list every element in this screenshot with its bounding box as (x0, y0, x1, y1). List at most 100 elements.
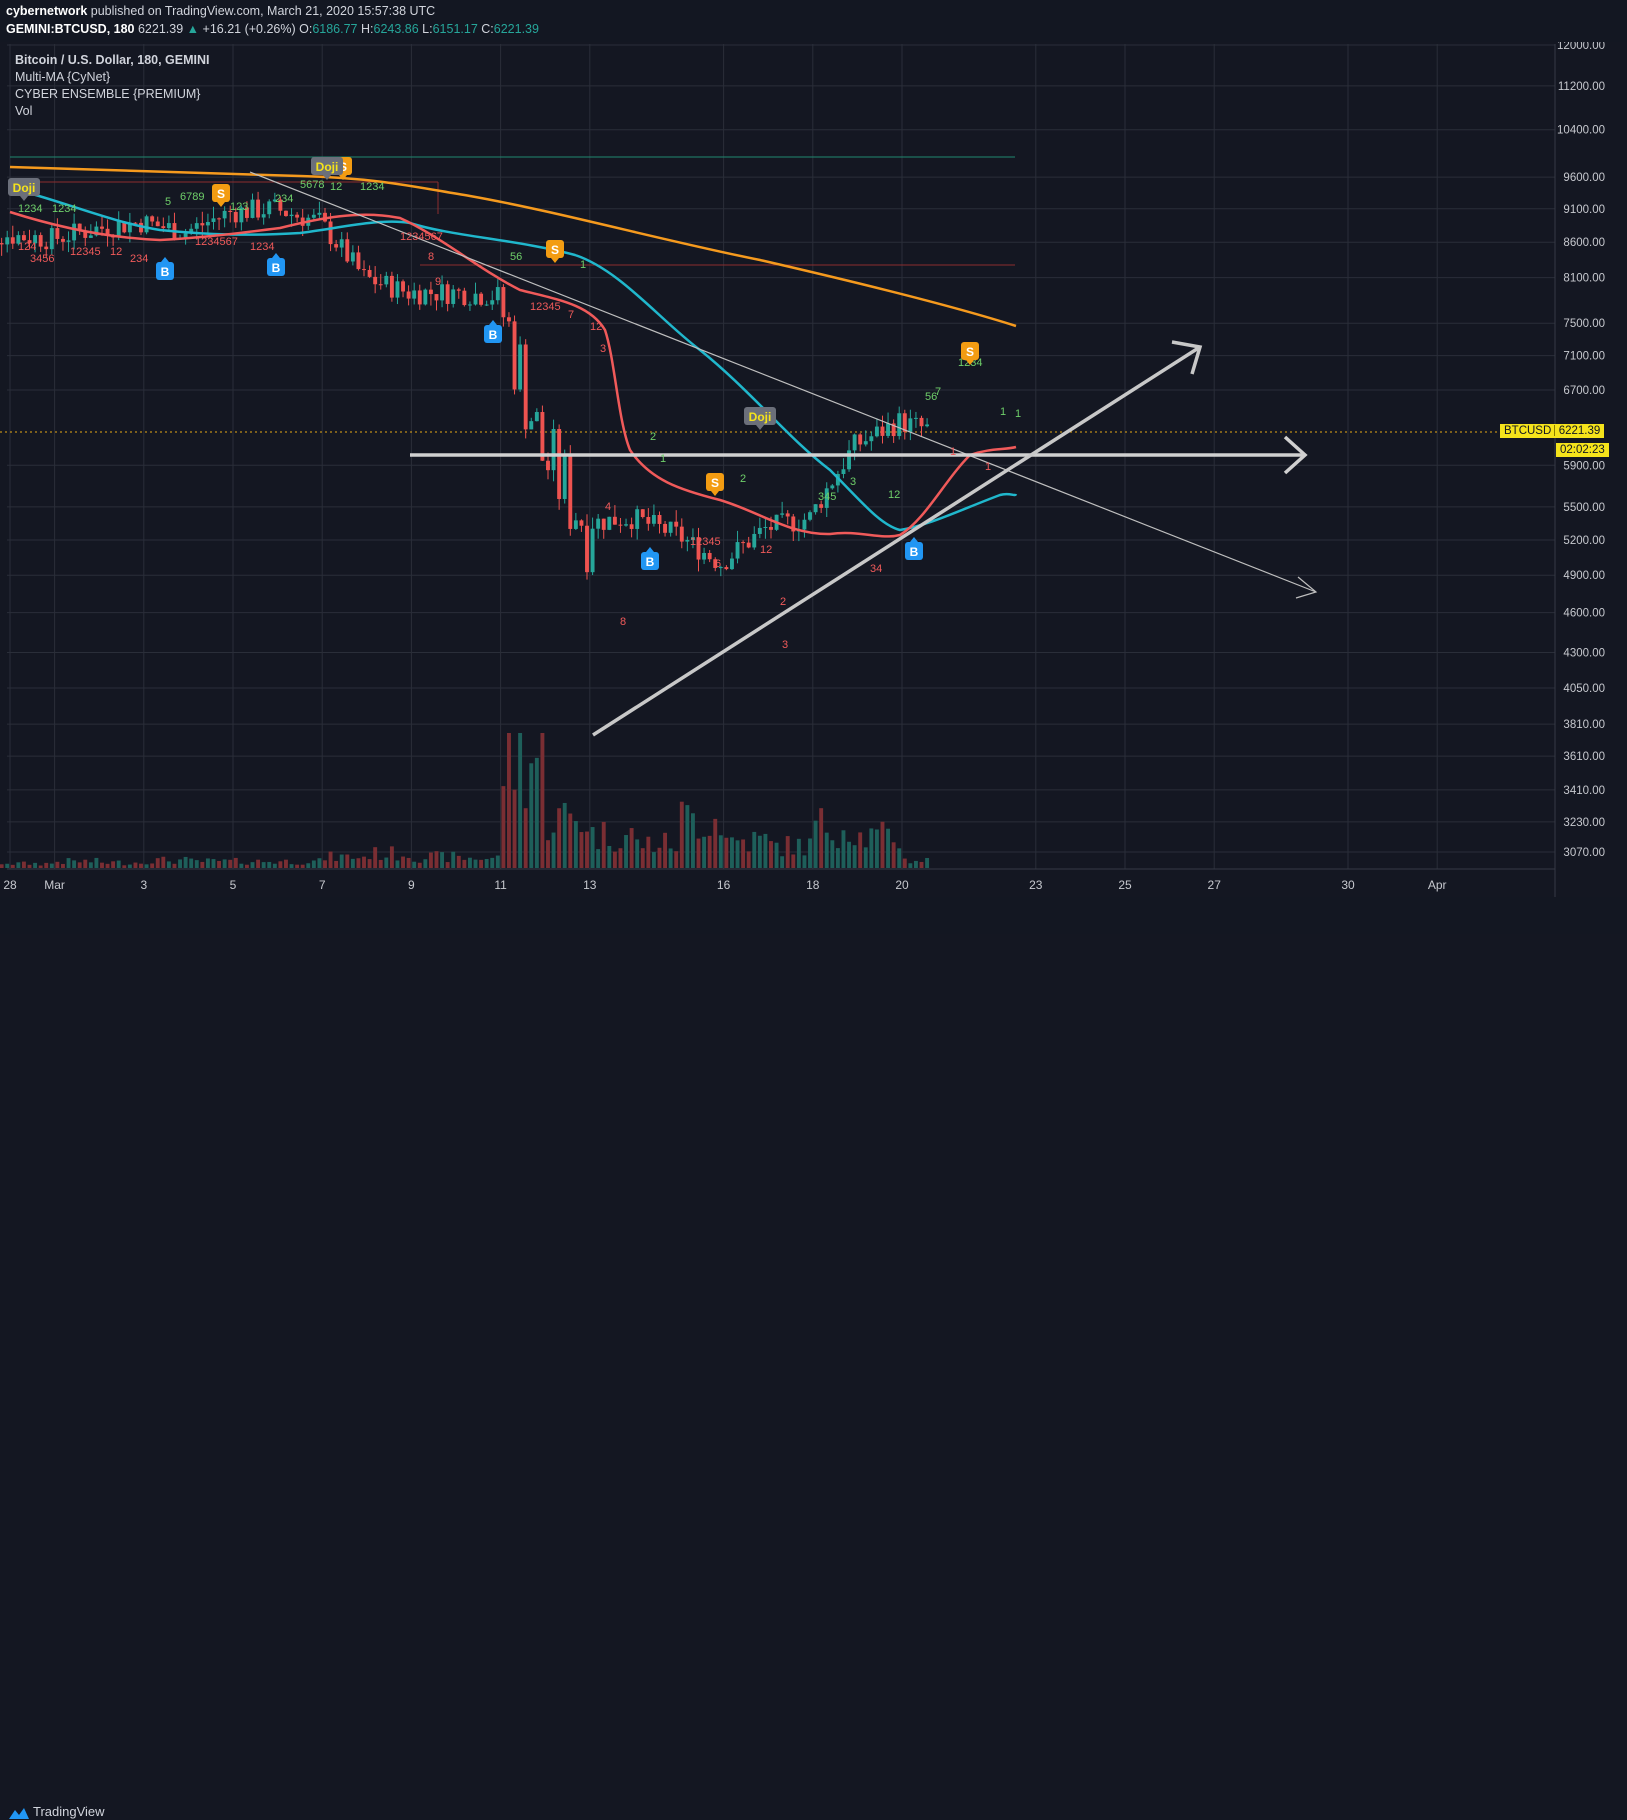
sell-signal-badge[interactable]: S (961, 342, 979, 365)
time-tick-label: Mar (44, 878, 65, 892)
volume-bar (913, 860, 918, 868)
volume-bar (696, 838, 701, 868)
buy-signal-badge[interactable]: B (484, 320, 502, 343)
buy-signal-badge[interactable]: B (267, 253, 285, 276)
candle-body (746, 542, 751, 548)
doji-signal-badge[interactable]: Doji (744, 407, 776, 430)
buy-count-label: 12 (330, 181, 342, 193)
time-tick-label: 28 (3, 878, 17, 892)
doji-signal-badge[interactable]: Doji (311, 157, 343, 180)
legend-multi-ma[interactable]: Multi-MA {CyNet} (15, 70, 111, 84)
publish-header: cybernetwork published on TradingView.co… (0, 0, 1627, 42)
buy-count-label: 2 (740, 473, 746, 485)
last-price-symbol: BTCUSD (1504, 425, 1552, 437)
volume-bar (501, 786, 506, 868)
candle-body (373, 276, 378, 285)
sell-signal-badge[interactable]: S (706, 473, 724, 496)
buy-count-label: 1 (580, 259, 586, 271)
volume-bar (166, 861, 171, 868)
candle-body (824, 488, 829, 508)
candle-body (423, 289, 428, 305)
candle-body (284, 210, 288, 217)
candle-body (590, 528, 595, 573)
volume-bar (217, 860, 222, 868)
sell-count-label: 3456 (30, 253, 54, 265)
volume-bar (724, 837, 729, 868)
volume-bar (674, 851, 679, 868)
author-name[interactable]: cybernetwork (6, 4, 88, 18)
volume-bar (334, 860, 339, 868)
price-tick-label: 7100.00 (1563, 351, 1605, 363)
published-text: published on TradingView.com, March 21, … (90, 4, 436, 18)
sell-count-label: 234 (130, 253, 148, 265)
buy-signal-badge[interactable]: B (641, 547, 659, 570)
sell-signal-badge[interactable]: S (546, 240, 564, 263)
candle-body (518, 344, 523, 390)
sell-signal-badge[interactable]: S (212, 184, 230, 207)
svg-text:S: S (551, 243, 559, 257)
volume-bar (250, 862, 255, 868)
volume-bar (891, 842, 896, 868)
volume-bar (211, 859, 216, 868)
candle-body (150, 216, 155, 222)
volume-bar (835, 848, 840, 868)
volume-bar (456, 855, 461, 868)
legend-cyber-ensemble[interactable]: CYBER ENSEMBLE {PREMIUM} (15, 87, 201, 101)
candle-body (367, 270, 372, 277)
close-value: 6221.39 (493, 22, 539, 36)
svg-text:Doji: Doji (13, 181, 36, 195)
volume-bar (735, 840, 740, 868)
candle-body (501, 287, 506, 318)
price-tick-label: 3070.00 (1563, 847, 1605, 859)
volume-bar (183, 856, 188, 868)
price-tick-label: 5900.00 (1563, 460, 1605, 472)
volume-bar (133, 862, 138, 868)
volume-bar (590, 827, 595, 868)
candle-body (317, 212, 322, 215)
close-label: C: (481, 22, 494, 36)
candle-body (233, 211, 238, 223)
candle-body (144, 216, 149, 233)
volume-bar (300, 864, 305, 868)
volume-bar (663, 832, 668, 868)
volume-bar (49, 863, 54, 868)
volume-bar (646, 836, 651, 868)
horizontal-ray-lines (0, 156, 1555, 433)
buy-signal-badge[interactable]: B (156, 257, 174, 280)
volume-bar (863, 847, 868, 868)
legend-volume[interactable]: Vol (15, 104, 33, 118)
svg-text:S: S (217, 187, 225, 201)
price-tick-label: 4600.00 (1563, 608, 1605, 620)
tradingview-cloud-icon (9, 1807, 29, 1819)
buy-signal-badge[interactable]: B (905, 537, 923, 560)
volume-bar (713, 818, 718, 868)
buy-count-label: 345 (818, 491, 836, 503)
price-tick-label: 4300.00 (1563, 648, 1605, 660)
doji-signal-badge[interactable]: Doji (8, 178, 40, 201)
candle-body (813, 504, 818, 513)
volume-bar (205, 858, 210, 868)
volume-bar (451, 851, 456, 868)
candle-body (696, 537, 701, 560)
volume-bar (886, 828, 891, 868)
volume-bar (0, 864, 4, 868)
volume-bar (479, 859, 484, 868)
volume-bar (373, 847, 378, 868)
sell-count-label: 3 (782, 639, 788, 651)
candle-body (473, 293, 478, 305)
candle-body (713, 559, 718, 568)
volume-bar (233, 857, 238, 868)
volume-bar (289, 864, 294, 868)
buy-count-label: 7 (935, 386, 941, 398)
axes (7, 44, 1556, 897)
volume-bar (573, 821, 578, 868)
candle-body (72, 223, 77, 241)
volume-bar (127, 864, 132, 868)
tradingview-logo[interactable]: TradingView (6, 1804, 105, 1820)
volume-bar (741, 839, 746, 868)
volume-bar (690, 813, 695, 868)
volume-bar (467, 857, 472, 868)
volume-bar (328, 851, 333, 868)
candle-body (663, 523, 668, 533)
